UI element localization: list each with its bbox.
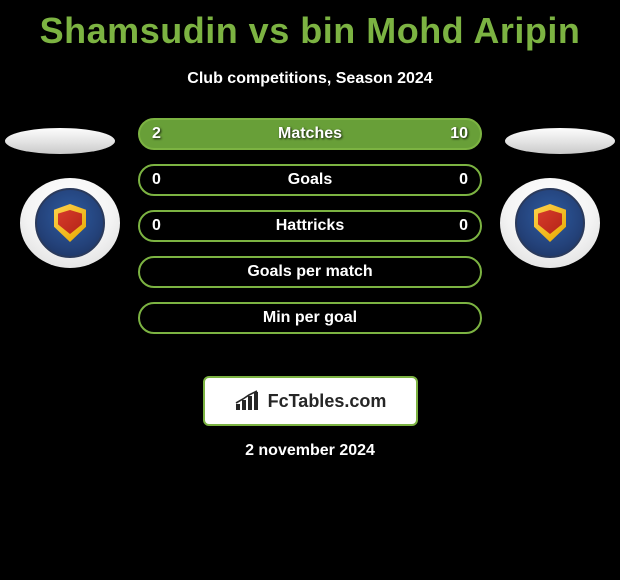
page-subtitle: Club competitions, Season 2024 <box>0 70 620 88</box>
stat-label: Hattricks <box>276 217 344 235</box>
stat-pill-goals: 0 Goals 0 <box>138 164 482 196</box>
right-club-badge <box>500 178 600 268</box>
stat-left-value: 2 <box>152 125 161 143</box>
left-club-badge <box>20 178 120 268</box>
stat-label: Goals <box>288 171 332 189</box>
stat-right-value: 0 <box>459 171 468 189</box>
stat-label: Goals per match <box>247 263 372 281</box>
shield-icon <box>534 204 566 242</box>
stat-label: Matches <box>278 125 342 143</box>
page-title: Shamsudin vs bin Mohd Aripin <box>0 0 620 52</box>
stat-pill-min-per-goal: Min per goal <box>138 302 482 334</box>
snapshot-date: 2 november 2024 <box>0 442 620 460</box>
right-platform <box>505 128 615 154</box>
bar-chart-icon <box>234 390 262 412</box>
stat-pill-list: 2 Matches 10 0 Goals 0 0 Hattricks 0 Goa… <box>138 118 482 348</box>
comparison-area: 2 Matches 10 0 Goals 0 0 Hattricks 0 Goa… <box>0 118 620 368</box>
shield-icon <box>54 204 86 242</box>
brand-box: FcTables.com <box>203 376 418 426</box>
stat-pill-hattricks: 0 Hattricks 0 <box>138 210 482 242</box>
brand-text: FcTables.com <box>268 391 387 412</box>
stat-pill-goals-per-match: Goals per match <box>138 256 482 288</box>
stat-right-value: 10 <box>450 125 468 143</box>
left-platform <box>5 128 115 154</box>
stat-left-value: 0 <box>152 171 161 189</box>
stat-left-value: 0 <box>152 217 161 235</box>
right-club-badge-inner <box>515 188 585 258</box>
stat-pill-matches: 2 Matches 10 <box>138 118 482 150</box>
stat-label: Min per goal <box>263 309 357 327</box>
left-club-badge-inner <box>35 188 105 258</box>
stat-right-value: 0 <box>459 217 468 235</box>
